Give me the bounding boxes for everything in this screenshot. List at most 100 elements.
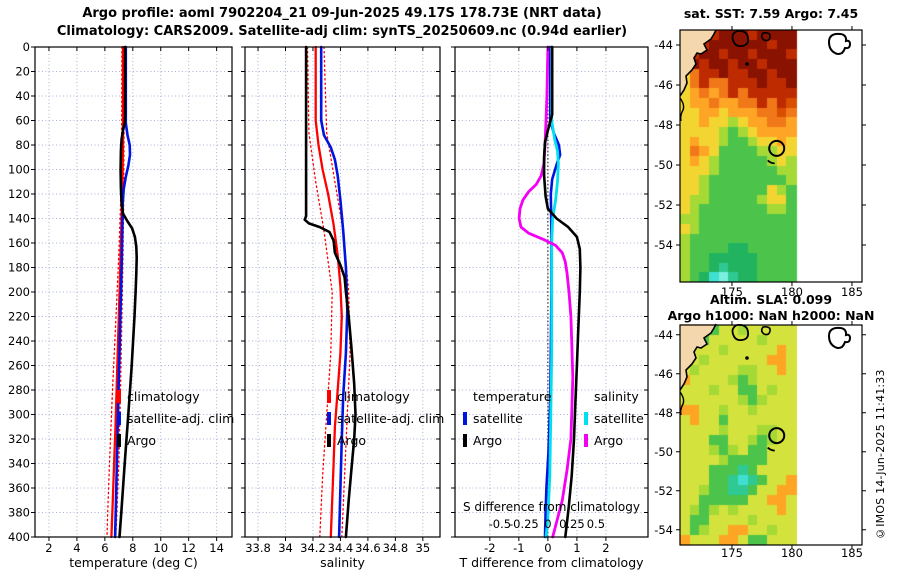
- depth-tick-label: 380: [8, 506, 30, 520]
- s-diff-tick-label: 0.25: [559, 517, 585, 531]
- map-border: [679, 324, 863, 546]
- legend-item-climatology: climatology: [327, 385, 444, 407]
- legend-label-argo: Argo: [337, 432, 367, 448]
- x-tick-label: 34.2: [300, 541, 326, 555]
- map-border: [679, 29, 863, 283]
- sla-map-title-line2: Argo h1000: NaN h2000: NaN: [667, 308, 875, 323]
- legend-label-satellite-adj-clim: satellite-adj. clim: [127, 410, 235, 426]
- depth-tick-label: 240: [8, 334, 30, 348]
- xlabel-t-difference: T difference from climatology: [459, 555, 644, 570]
- sla-map-features: [679, 323, 851, 416]
- map-lat-label: -48: [654, 406, 673, 420]
- x-tick-label: 34.6: [355, 541, 381, 555]
- legend-item-argo-s: Argo: [584, 429, 644, 451]
- legend-marker-climatology: [327, 389, 331, 403]
- series-satellite-adj-clim: [319, 45, 349, 539]
- xlabel-salinity: salinity: [320, 555, 365, 570]
- legend-item-argo: Argo: [117, 429, 234, 451]
- map-lat-label: -52: [654, 484, 673, 498]
- depth-tick-label: 20: [15, 65, 30, 79]
- x-tick-label: 34: [278, 541, 293, 555]
- legend-label-climatology: climatology: [127, 388, 200, 404]
- legend-marker-climatology: [117, 389, 121, 403]
- map-lat-label: -44: [654, 38, 673, 52]
- map-lon-label: 175: [721, 546, 743, 560]
- legend-label-argo: Argo: [127, 432, 157, 448]
- float-marker-contour-dash: [767, 159, 775, 165]
- depth-tick-label: 40: [15, 89, 30, 103]
- map-lon-label: 180: [781, 546, 803, 560]
- sst-map-features: [679, 29, 851, 122]
- map-lat-label: -54: [654, 523, 673, 537]
- series-argo-T-diff: [542, 45, 582, 539]
- x-tick-label: 10: [153, 541, 168, 555]
- sla-map-raster: [680, 325, 862, 545]
- legend-marker-satellite-t: [463, 411, 467, 425]
- legend-marker-satellite-adj-clim: [117, 411, 121, 425]
- legend-marker-argo-t: [463, 433, 467, 447]
- x-tick-label: 4: [73, 541, 80, 555]
- panel-border: [244, 46, 441, 538]
- depth-tick-label: 360: [8, 481, 30, 495]
- x-tick-label: -1: [513, 541, 524, 555]
- map-lat-label: -48: [654, 118, 673, 132]
- x-tick-label: -2: [484, 541, 495, 555]
- series-argo-S-diff: [517, 45, 575, 539]
- s-diff-tick-label: -0.25: [509, 517, 539, 531]
- legend-label-argo-t: Argo: [473, 432, 503, 448]
- xlabel-temperature: temperature (deg C): [69, 555, 198, 570]
- x-tick-label: 1: [573, 541, 580, 555]
- series-argo: [303, 45, 357, 539]
- depth-tick-label: 280: [8, 383, 30, 397]
- x-tick-label: 12: [181, 541, 196, 555]
- float-position-marker: [768, 139, 786, 157]
- legend-marker-argo: [327, 433, 331, 447]
- series-climatology-uncertainty-hi: [115, 46, 125, 538]
- map-lat-label: -44: [654, 328, 673, 342]
- x-tick-label: 34.4: [328, 541, 354, 555]
- sla-map-title-line1: Altim. SLA: 0.099: [709, 292, 833, 307]
- figure-title-line1: Argo profile: aoml 7902204_21 09-Jun-202…: [82, 6, 602, 21]
- s-diff-tick-label: 0.5: [587, 517, 605, 531]
- legend-temperature-panel: climatology satellite-adj. clim Argo: [117, 385, 234, 451]
- x-tick-label: 33.8: [245, 541, 271, 555]
- map-lon-label: 185: [841, 546, 863, 560]
- map-lon-label: 180: [781, 285, 803, 299]
- legend-marker-argo-s: [584, 433, 588, 447]
- series-climatology: [110, 45, 125, 539]
- s-diff-tick-label: -0.5: [489, 517, 511, 531]
- depth-tick-label: 260: [8, 359, 30, 373]
- legend-label-argo-s: Argo: [594, 432, 624, 448]
- map-lat-label: -50: [654, 158, 673, 172]
- series-climatology: [314, 45, 343, 539]
- sst-map-title: sat. SST: 7.59 Argo: 7.45: [683, 6, 859, 21]
- legend-marker-satellite-s: [584, 411, 588, 425]
- series-argo: [118, 45, 138, 539]
- map-lat-label: -54: [654, 238, 673, 252]
- float-marker-contour-dash: [767, 446, 775, 452]
- depth-tick-label: 340: [8, 457, 30, 471]
- s-diff-tick-label: 0: [544, 517, 551, 531]
- legend-header-temperature: temperature: [473, 388, 552, 404]
- x-tick-label: 35: [416, 541, 431, 555]
- legend-label-satellite-t: satellite: [473, 410, 523, 426]
- depth-tick-label: 80: [15, 138, 30, 152]
- depth-tick-label: 220: [8, 310, 30, 324]
- imos-watermark: ©IMOS 14-Jun-2025 11:41:33: [874, 369, 887, 540]
- x-tick-label: 34.8: [383, 541, 409, 555]
- legend-label-satellite-adj-clim: satellite-adj. clim: [337, 410, 445, 426]
- legend-item-satellite-t: satellite: [463, 407, 552, 429]
- legend-marker-satellite-adj-clim: [327, 411, 331, 425]
- float-position-marker: [768, 427, 786, 445]
- series-climatology-uncertainty-lo: [306, 46, 333, 538]
- legend-item-satellite-adj-clim: satellite-adj. clim: [327, 407, 444, 429]
- depth-tick-label: 300: [8, 408, 30, 422]
- depth-tick-label: 400: [8, 530, 30, 544]
- x-tick-label: 14: [209, 541, 224, 555]
- map-lat-label: -46: [654, 367, 673, 381]
- legend-label-climatology: climatology: [337, 388, 410, 404]
- series-satellite-S-diff: [544, 45, 560, 539]
- x-tick-label: 6: [101, 541, 108, 555]
- depth-tick-label: 60: [15, 114, 30, 128]
